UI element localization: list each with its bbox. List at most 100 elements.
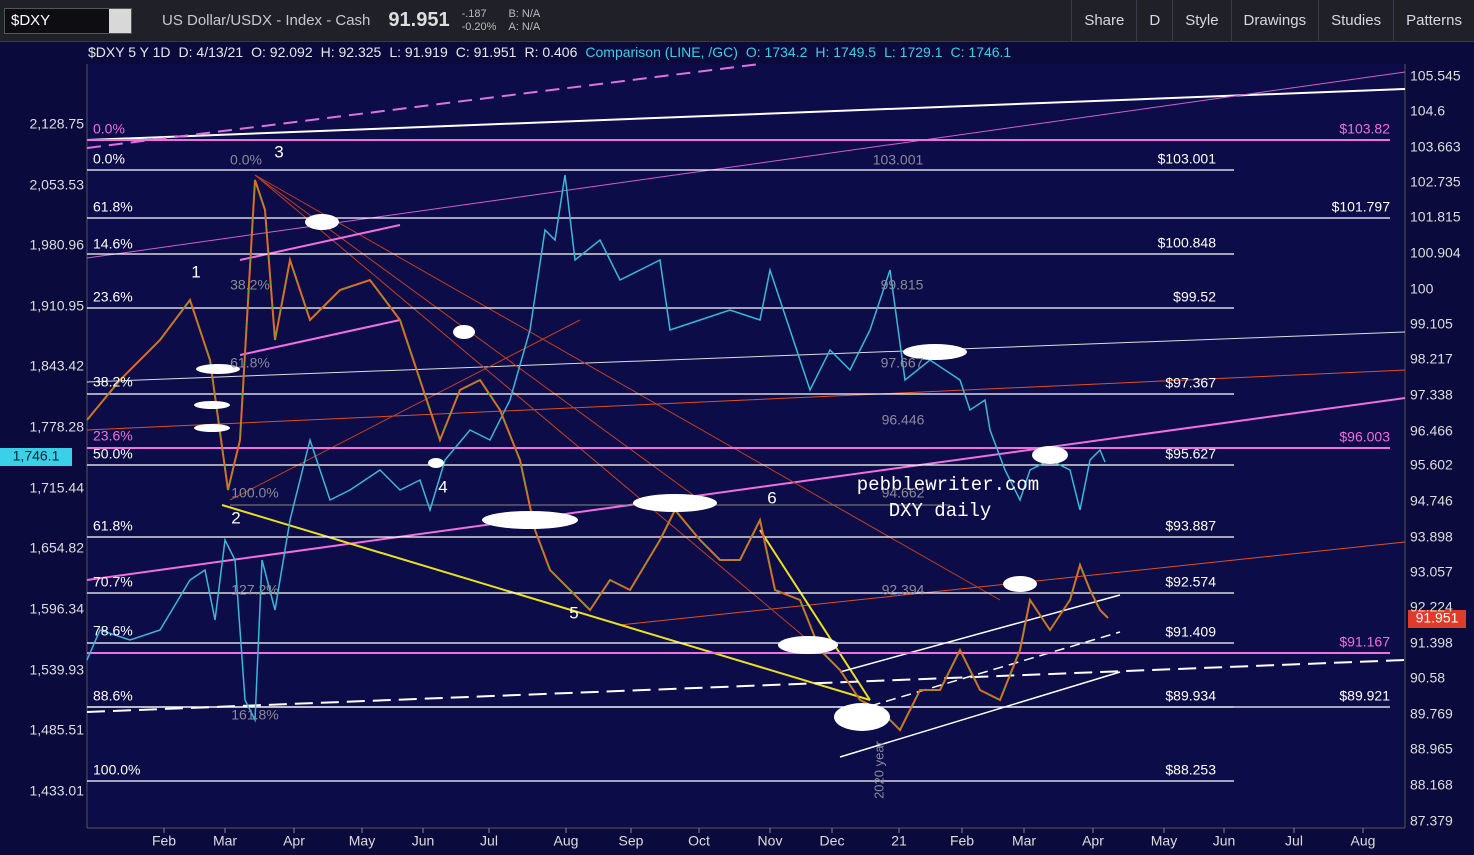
- watermark: DXY daily: [889, 500, 992, 522]
- left-axis-current: 1,746.1: [13, 448, 60, 464]
- right-axis-label: 96.466: [1410, 423, 1453, 439]
- x-axis-label: Dec: [820, 833, 845, 849]
- oval: [428, 458, 444, 468]
- x-axis-label: Aug: [1351, 833, 1376, 849]
- channel-line: [839, 671, 1121, 758]
- bid: B: N/A: [508, 7, 541, 20]
- study-label: 0.0%: [230, 152, 262, 168]
- gold-comparison-line: [86, 174, 1106, 723]
- x-axis-label: Feb: [152, 833, 176, 849]
- info-item: H: 92.325: [320, 44, 382, 60]
- left-axis-label: 1,715.44: [30, 480, 85, 496]
- right-axis-label: 101.815: [1410, 209, 1461, 225]
- dxy-price-line: [86, 179, 1109, 732]
- trend-line: [86, 63, 761, 149]
- oval: [453, 325, 475, 339]
- left-axis-label: 1,910.95: [30, 298, 85, 314]
- left-axis-label: 1,843.42: [30, 358, 85, 374]
- fib-price-label: $93.887: [1165, 518, 1216, 534]
- oval: [834, 703, 890, 731]
- trend-line: [86, 331, 1406, 383]
- right-axis-label: 97.338: [1410, 387, 1453, 403]
- fib-level-label: 23.6%: [93, 428, 133, 444]
- fib-price-label: $97.367: [1165, 375, 1216, 391]
- trend-line: [86, 397, 1406, 581]
- fan-line: [254, 174, 821, 651]
- trend-line: [86, 71, 1406, 259]
- left-axis-label: 2,053.53: [30, 177, 85, 193]
- x-axis-label: Sep: [619, 833, 644, 849]
- toolbar: $DXY US Dollar/USDX - Index - Cash 91.95…: [0, 0, 1474, 42]
- left-axis-label: 2,128.75: [30, 116, 85, 132]
- fib-level-label: 38.2%: [93, 374, 133, 390]
- info-item: $DXY 5 Y 1D: [88, 44, 171, 60]
- fib-price-label: $91.409: [1165, 624, 1216, 640]
- current-price-box: [1408, 610, 1466, 628]
- toolbar-button[interactable]: Studies: [1318, 0, 1393, 42]
- oval: [1003, 576, 1037, 592]
- right-axis-label: 93.898: [1410, 529, 1453, 545]
- toolbar-button[interactable]: Patterns: [1393, 0, 1474, 42]
- study-label: 94.662: [882, 485, 925, 501]
- x-axis-label: Jun: [412, 833, 435, 849]
- x-axis-label: Feb: [950, 833, 974, 849]
- fib-price-label: $95.627: [1165, 446, 1216, 462]
- fib-level-label: 14.6%: [93, 236, 133, 252]
- info-item: H: 1749.5: [815, 44, 877, 60]
- fib-level-label: 0.0%: [93, 121, 125, 137]
- wave-label: 6: [767, 488, 776, 507]
- channel-line: [839, 631, 1121, 716]
- wave-label: 1: [191, 262, 200, 281]
- x-axis-label: Jul: [1285, 833, 1303, 849]
- oval: [778, 636, 838, 654]
- description: US Dollar/USDX - Index - Cash: [162, 12, 371, 29]
- study-label: 99.815: [881, 277, 924, 293]
- info-item: Comparison (LINE, /GC): [585, 44, 738, 60]
- fib-price-label: $89.934: [1165, 688, 1216, 704]
- trend-line: [86, 369, 1406, 431]
- trend-line: [239, 319, 401, 356]
- fib-level-label: 88.6%: [93, 688, 133, 704]
- fib-price-label: $101.797: [1332, 199, 1391, 215]
- x-axis-label: 21: [891, 833, 907, 849]
- last-price: 91.951: [388, 9, 450, 31]
- study-label: 92.394: [882, 582, 925, 598]
- comparison-price-box: [0, 448, 72, 466]
- left-axis-label: 1,485.51: [30, 722, 85, 738]
- study-label: 161.8%: [231, 707, 278, 723]
- x-axis-label: May: [349, 833, 375, 849]
- right-axis-current: 91.951: [1416, 610, 1459, 626]
- toolbar-button[interactable]: Drawings: [1230, 0, 1319, 42]
- oval: [903, 344, 967, 360]
- fib-level-label: 61.8%: [93, 199, 133, 215]
- toolbar-button[interactable]: Style: [1172, 0, 1230, 42]
- toolbar-button[interactable]: Share: [1071, 0, 1136, 42]
- study-label: 97.667: [881, 355, 924, 371]
- right-axis-label: 102.735: [1410, 174, 1461, 190]
- fib-price-label: $103.001: [1158, 151, 1217, 167]
- right-axis-label: 100.904: [1410, 245, 1461, 261]
- oval: [194, 424, 230, 432]
- fib-price-label: $88.253: [1165, 762, 1216, 778]
- x-axis-label: Mar: [213, 833, 237, 849]
- left-axis-label: 1,433.01: [30, 783, 85, 799]
- toolbar-button[interactable]: D: [1136, 0, 1172, 42]
- watermark: pebblewriter.com: [857, 474, 1039, 496]
- oval: [305, 214, 339, 230]
- right-axis-label: 98.217: [1410, 351, 1453, 367]
- change: -.187: [461, 7, 487, 20]
- left-axis-label: 1,654.82: [30, 540, 85, 556]
- info-item: C: 91.951: [455, 44, 517, 60]
- info-item: C: 1746.1: [950, 44, 1012, 60]
- wave-label: 4: [438, 477, 447, 496]
- right-axis-label: 100: [1410, 281, 1434, 297]
- symbol-input[interactable]: $DXY: [4, 7, 132, 34]
- info-item: R: 0.406: [524, 44, 578, 60]
- fan-line: [254, 174, 1001, 601]
- fib-level-label: 0.0%: [93, 151, 125, 167]
- fib-level-label: 61.8%: [93, 518, 133, 534]
- dxy-price-line-up: [86, 179, 1109, 731]
- fib-price-label: $92.574: [1165, 574, 1216, 590]
